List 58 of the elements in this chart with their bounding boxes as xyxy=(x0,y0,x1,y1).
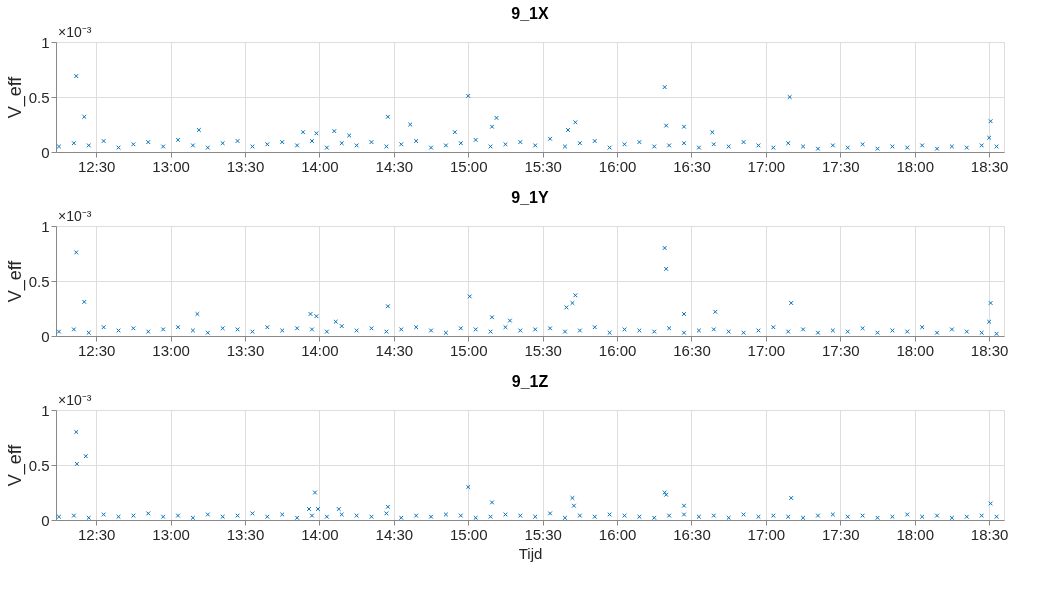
x-tick-label: 15:30 xyxy=(524,525,562,543)
x-tick-label: 18:30 xyxy=(970,157,1009,175)
x-tick-label: 15:00 xyxy=(449,341,488,359)
y-axis-title: V_eff xyxy=(4,75,26,119)
text: ×10⁻³ xyxy=(58,24,92,40)
x-tick-label: 16:00 xyxy=(598,157,637,175)
x-tick-label: 17:00 xyxy=(747,157,786,175)
x-tick-label: 12:30 xyxy=(77,341,116,359)
x-tick-label: 18:00 xyxy=(896,341,934,359)
x-tick-label: 13:30 xyxy=(226,525,265,543)
x-tick-label: 13:00 xyxy=(152,341,190,359)
y-tick-label: 0 xyxy=(41,511,50,529)
y-tick-label: 0.5 xyxy=(28,272,50,290)
x-tick-label: 14:30 xyxy=(375,525,414,543)
x-tick-label: 17:00 xyxy=(747,525,786,543)
x-tick-label: 16:30 xyxy=(673,341,711,359)
x-tick-label: 18:00 xyxy=(896,525,934,543)
text: ×10⁻³ xyxy=(58,392,92,408)
x-tick-label: 18:30 xyxy=(970,525,1009,543)
x-tick-label: 16:00 xyxy=(598,341,637,359)
y-tick-label: 0.5 xyxy=(28,88,50,106)
x-tick-label: 14:00 xyxy=(301,157,339,175)
chart-title: 9_1Y xyxy=(511,189,550,206)
x-tick-label: 12:30 xyxy=(77,157,116,175)
x-tick-label: 15:00 xyxy=(449,157,488,175)
x-tick-label: 17:30 xyxy=(822,341,860,359)
y-axis-title: V_eff xyxy=(4,443,26,487)
x-axis-title: Tijd xyxy=(518,544,543,562)
x-tick-label: 13:30 xyxy=(226,341,265,359)
text: ×10⁻³ xyxy=(58,208,92,224)
x-tick-label: 16:30 xyxy=(673,525,711,543)
x-tick-label: 14:30 xyxy=(375,341,414,359)
x-tick-label: 18:30 xyxy=(970,341,1009,359)
x-tick-label: 16:00 xyxy=(598,525,637,543)
x-tick-label: 15:30 xyxy=(524,157,562,175)
x-tick-label: 15:30 xyxy=(524,341,562,359)
x-tick-label: 13:00 xyxy=(152,157,190,175)
y-tick-label: 0 xyxy=(41,143,50,161)
chart-title: 9_1X xyxy=(511,5,550,22)
x-tick-label: 18:00 xyxy=(896,157,934,175)
chart-title: 9_1Z xyxy=(511,373,549,390)
x-tick-label: 14:00 xyxy=(301,341,339,359)
x-tick-label: 13:00 xyxy=(152,525,190,543)
y-tick-label: 1 xyxy=(41,401,50,419)
x-tick-label: 17:30 xyxy=(822,525,860,543)
x-tick-label: 13:30 xyxy=(226,157,265,175)
x-tick-label: 15:00 xyxy=(449,525,488,543)
x-tick-label: 17:30 xyxy=(822,157,860,175)
x-tick-label: 14:00 xyxy=(301,525,339,543)
y-axis-title: V_eff xyxy=(4,259,26,303)
x-tick-label: 17:00 xyxy=(747,341,786,359)
y-tick-label: 0.5 xyxy=(28,456,50,474)
x-tick-label: 12:30 xyxy=(77,525,116,543)
x-tick-label: 14:30 xyxy=(375,157,414,175)
y-tick-label: 1 xyxy=(41,33,50,51)
x-tick-label: 16:30 xyxy=(673,157,711,175)
y-tick-label: 1 xyxy=(41,217,50,235)
y-tick-label: 0 xyxy=(41,327,50,345)
